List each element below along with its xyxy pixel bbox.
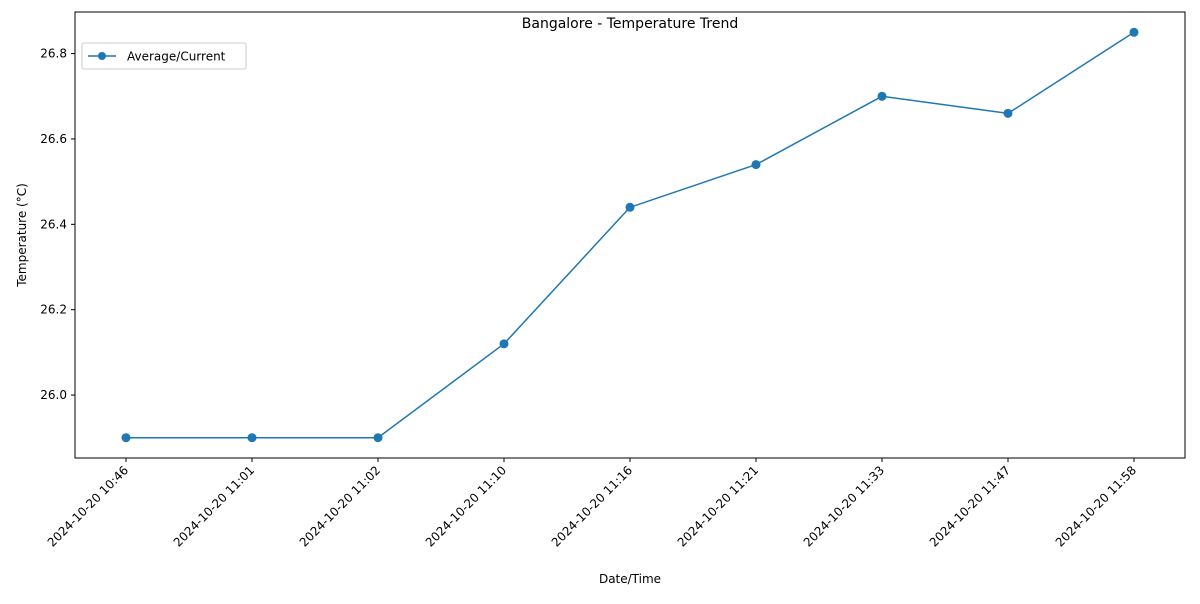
data-point [625, 202, 635, 212]
legend: Average/Current [81, 42, 247, 70]
data-point [121, 433, 131, 443]
y-axis-label: Temperature (°C) [15, 183, 29, 288]
legend-swatch-marker [98, 52, 106, 60]
y-axis: 26.0 26.2 26.4 26.6 26.8 [40, 47, 75, 402]
legend-box [81, 42, 247, 70]
chart-title: Bangalore - Temperature Trend [522, 16, 738, 32]
data-point [877, 91, 887, 101]
x-axis-label: Date/Time [599, 572, 661, 586]
series-layer [121, 27, 1139, 443]
legend-label: Average/Current [127, 50, 226, 64]
data-point [499, 339, 509, 349]
plot-area [74, 11, 1186, 459]
data-point [751, 160, 761, 170]
y-tick-label: 26.4 [40, 217, 67, 231]
y-tick-label: 26.6 [40, 132, 67, 146]
y-tick-label: 26.2 [40, 303, 67, 317]
data-point [1003, 108, 1013, 118]
data-point [247, 433, 257, 443]
data-point [1129, 27, 1139, 37]
data-point [373, 433, 383, 443]
y-tick-label: 26.8 [40, 47, 67, 61]
y-tick-label: 26.0 [40, 388, 67, 402]
